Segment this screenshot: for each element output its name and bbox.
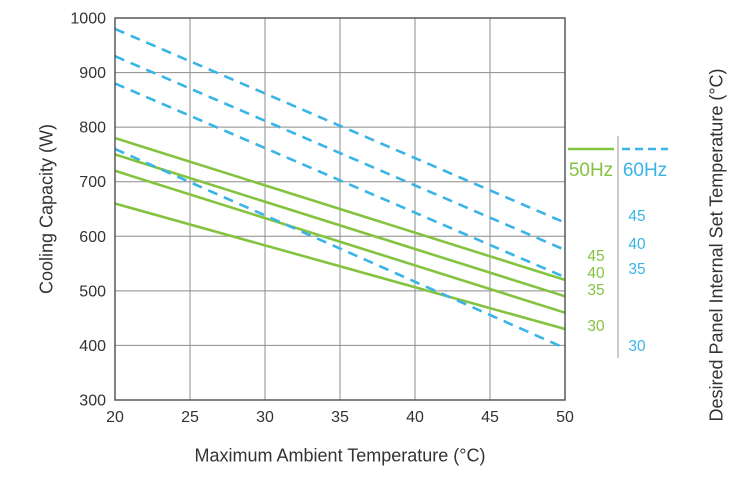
y-tick-label: 600 (79, 229, 106, 246)
x-axis-title: Maximum Ambient Temperature (°C) (194, 445, 486, 466)
set-temp-label-60hz-35: 35 (628, 261, 645, 278)
set-temp-label-50hz-35: 35 (587, 282, 604, 299)
series-line-60hz-30 (114, 147, 566, 350)
y-tick-label: 500 (79, 283, 106, 300)
series-line-60hz-45 (114, 27, 566, 224)
series-line-50hz-45 (114, 136, 566, 282)
series-line-50hz-40 (114, 153, 566, 298)
x-tick-label: 50 (556, 409, 574, 426)
set-temp-label-60hz-45: 45 (628, 208, 645, 225)
x-tick-label: 20 (106, 409, 124, 426)
y-tick-label: 800 (79, 120, 106, 137)
set-temp-label-50hz-40: 40 (587, 265, 605, 282)
y-axis-title: Cooling Capacity (W) (36, 123, 57, 295)
set-temp-label-60hz-30: 30 (628, 338, 646, 355)
x-tick-label: 40 (406, 409, 424, 426)
set-temp-label-50hz-45: 45 (587, 248, 604, 265)
y-tick-label: 900 (79, 65, 106, 82)
x-tick-label: 45 (481, 409, 499, 426)
y-tick-label: 700 (79, 174, 106, 191)
series-line-60hz-40 (114, 55, 566, 252)
legend-label-50hz: 50Hz (569, 160, 613, 181)
right-axis-title: Desired Panel Internal Set Temperature (… (706, 68, 727, 422)
series-line-60hz-35 (114, 82, 566, 279)
set-temp-label-60hz-40: 40 (628, 236, 646, 253)
y-tick-label: 1000 (70, 11, 106, 28)
x-tick-label: 35 (331, 409, 349, 426)
set-temp-label-50hz-30: 30 (587, 318, 605, 335)
y-tick-label: 300 (79, 393, 106, 410)
plot-border (114, 17, 566, 401)
legend-label-60hz: 60Hz (623, 160, 667, 181)
x-tick-label: 25 (181, 409, 199, 426)
x-tick-label: 30 (256, 409, 274, 426)
series-line-50hz-35 (114, 169, 566, 314)
series-line-50hz-30 (114, 202, 566, 331)
y-tick-label: 400 (79, 338, 106, 355)
